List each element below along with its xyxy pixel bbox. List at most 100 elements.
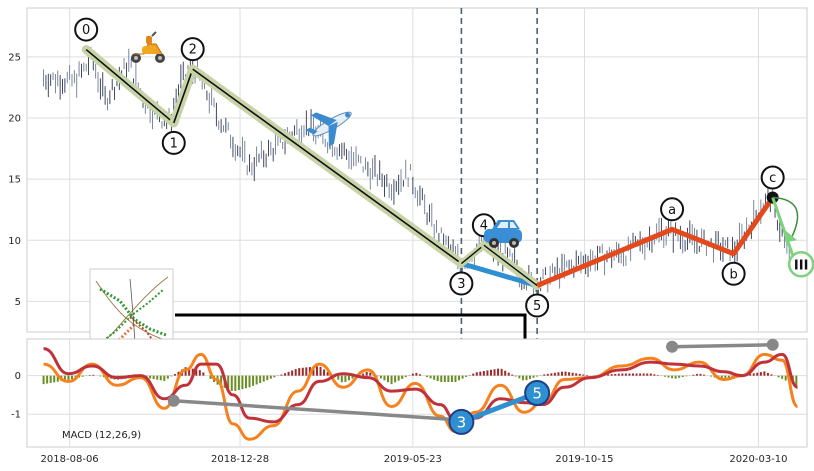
macd-wave-marker-text: 3 xyxy=(457,413,467,431)
wave-label-1-circle xyxy=(161,130,186,155)
macd-histogram-bar xyxy=(49,375,52,383)
macd-histogram-bar xyxy=(209,375,212,379)
macd-histogram-bar xyxy=(81,375,84,377)
wave-label-b-circle xyxy=(721,261,746,286)
macd-histogram-bar xyxy=(727,375,730,379)
price-y-tick-label: 5 xyxy=(15,297,21,308)
macd-histogram-bar xyxy=(319,366,322,376)
macd-histogram-bar xyxy=(440,375,443,383)
macd-histogram-bar xyxy=(259,375,262,384)
macd-histogram-bar xyxy=(195,369,198,376)
macd-histogram-bar xyxy=(479,371,482,376)
macd-histogram-bar xyxy=(777,375,780,378)
macd-histogram-bar xyxy=(88,375,91,376)
macd-histogram-bar xyxy=(166,375,169,379)
wave-labels: 0 1 2 3 4 5 a b c III xyxy=(74,17,814,318)
macd-histogram-bar xyxy=(252,375,255,386)
wave-label-c-text: c xyxy=(769,171,776,186)
macd-divergence: 35 xyxy=(167,338,779,435)
macd-histogram-bar xyxy=(411,373,414,376)
macd-histogram-bar xyxy=(756,372,759,376)
macd-histogram-bar xyxy=(560,371,563,376)
macd-histogram-bar xyxy=(770,374,773,376)
macd-histogram-bar xyxy=(489,369,492,376)
macd-histogram-bar xyxy=(500,368,503,376)
x-axis-ticks: 2018-08-06 2018-12-28 2019-05-23 2019-10-15… xyxy=(41,454,788,465)
macd-histogram-bar xyxy=(443,375,446,383)
macd-histogram-bar xyxy=(518,375,521,379)
macd-histogram-bar xyxy=(436,375,439,382)
macd-histogram-bar xyxy=(173,374,176,376)
macd-plot-area xyxy=(26,338,808,448)
macd-histogram-bar xyxy=(685,375,688,377)
macd-histogram-bar xyxy=(323,369,326,376)
price-y-ticks: 5 10 15 20 25 xyxy=(8,52,21,308)
macd-histogram-bar xyxy=(649,373,652,376)
macd-histogram-bar xyxy=(294,369,297,376)
projection-marker-text: III xyxy=(794,258,809,273)
projection-line xyxy=(771,197,797,263)
signal-line xyxy=(43,347,799,424)
scooter-icon xyxy=(131,31,165,63)
macd-histogram-bar xyxy=(695,374,698,376)
macd-histogram-bar xyxy=(418,374,421,376)
macd-histogram-bar xyxy=(244,375,247,389)
macd-histogram-bar xyxy=(230,375,233,392)
macd-histogram-bar xyxy=(621,373,624,376)
macd-histogram-bar xyxy=(699,373,702,376)
macd-histogram-bar xyxy=(315,366,318,376)
macd-histogram-bar xyxy=(202,372,205,376)
x-tick-label: 2018-12-28 xyxy=(211,454,269,465)
macd-histogram-bar xyxy=(617,373,620,376)
macd-histogram-bar xyxy=(184,367,187,376)
wave-label-5-text: 5 xyxy=(533,299,541,314)
price-y-tick-label: 10 xyxy=(8,236,21,247)
macd-histogram-bar xyxy=(337,375,340,380)
macd-histogram-bar xyxy=(429,375,432,379)
macd-histogram xyxy=(42,366,798,392)
macd-histogram-bar xyxy=(624,373,627,376)
macd-histogram-bar xyxy=(177,371,180,376)
macd-histogram-bar xyxy=(546,373,549,376)
macd-y-ticks: -1 0 xyxy=(11,371,21,421)
macd-histogram-bar xyxy=(387,375,390,383)
x-tick-label: 2020-03-10 xyxy=(729,454,787,465)
macd-histogram-bar xyxy=(614,373,617,376)
macd-wave-3-to-5-line xyxy=(460,390,539,425)
macd-histogram-bar xyxy=(344,375,347,382)
macd-histogram-bar xyxy=(347,375,350,381)
wave-label-0-text: 0 xyxy=(82,23,90,38)
macd-divergence-dot xyxy=(666,340,679,353)
macd-histogram-bar xyxy=(255,375,258,385)
macd-histogram-bar xyxy=(99,375,102,377)
macd-histogram-bar xyxy=(365,371,368,376)
macd-histogram-bar xyxy=(188,367,191,376)
macd-histogram-bar xyxy=(241,375,244,390)
car-icon xyxy=(484,220,522,248)
macd-histogram-bar xyxy=(220,375,223,387)
macd-histogram-bar xyxy=(383,375,386,381)
macd-histogram-bar xyxy=(447,375,450,383)
macd-histogram-bar xyxy=(394,375,397,383)
wave-label-b-text: b xyxy=(729,267,737,282)
macd-histogram-bar xyxy=(720,375,723,380)
macd-histogram-bar xyxy=(266,375,269,381)
price-y-tick-label: 25 xyxy=(8,52,21,63)
wave-label-3-text: 3 xyxy=(457,277,465,292)
macd-histogram-bar xyxy=(642,373,645,376)
macd-histogram-bar xyxy=(514,375,517,377)
macd-divergence-line xyxy=(173,398,462,422)
macd-histogram-bar xyxy=(291,370,294,376)
macd-histogram-bar xyxy=(156,375,159,380)
x-tick-label: 2019-05-23 xyxy=(384,454,442,465)
wave-3-to-5-line xyxy=(460,261,538,288)
projection-marker-circle xyxy=(787,251,814,278)
macd-histogram-bar xyxy=(632,373,635,376)
macd-histogram-bar xyxy=(298,368,301,376)
macd-histogram-bar xyxy=(369,372,372,376)
macd-histogram-bar xyxy=(678,375,681,378)
macd-histogram-bar xyxy=(454,375,457,383)
macd-histogram-bar xyxy=(397,375,400,381)
impulse-wave-line xyxy=(483,244,538,287)
